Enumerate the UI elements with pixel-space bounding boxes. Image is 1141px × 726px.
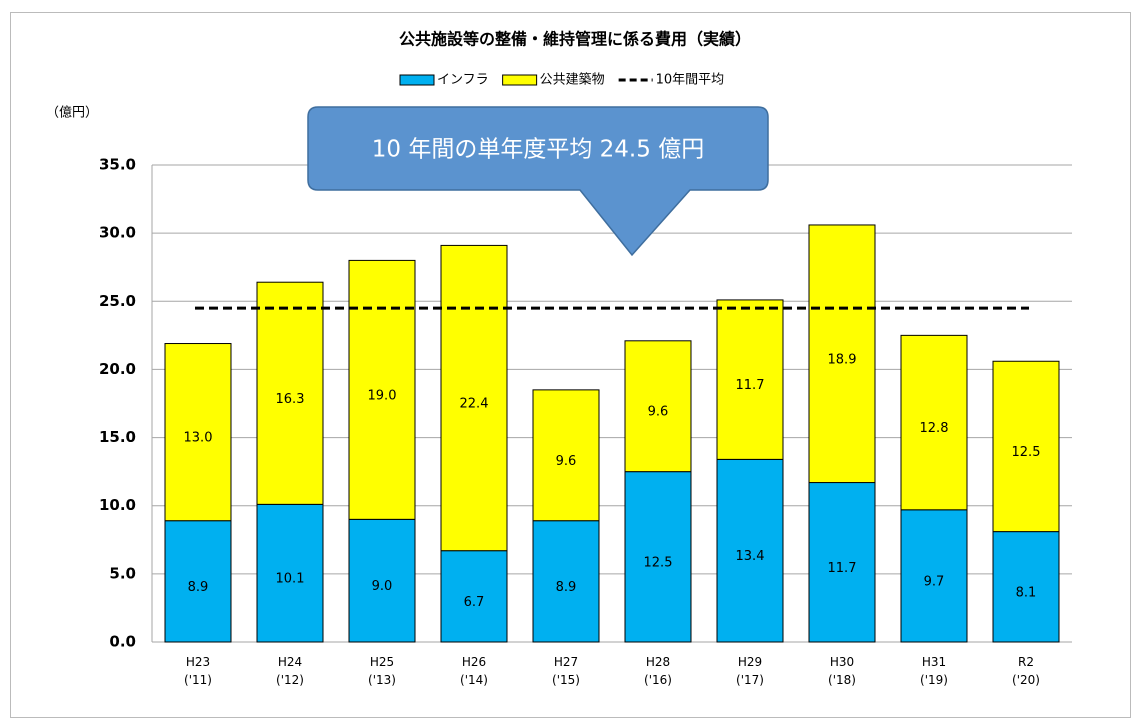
- data-label: 8.1: [1016, 585, 1037, 600]
- legend-label: インフラ: [437, 73, 489, 88]
- y-tick-label: 0.0: [109, 633, 136, 651]
- bar-segment: [440, 244, 508, 552]
- y-axis-label: （億円）: [46, 105, 98, 121]
- data-label: 16.3: [276, 392, 305, 407]
- y-tick-label: 30.0: [99, 224, 136, 242]
- data-label: 19.0: [368, 388, 397, 403]
- x-tick-label: H24 ('12): [276, 655, 304, 687]
- x-tick-label: H23 ('11): [184, 655, 212, 687]
- y-tick-label: 10.0: [99, 496, 136, 514]
- bar-segment: [992, 531, 1060, 643]
- data-label: 9.7: [924, 574, 945, 589]
- y-tick-label: 20.0: [99, 360, 136, 378]
- data-label: 8.9: [188, 580, 209, 595]
- bar-segment: [440, 550, 508, 643]
- bar-segment: [716, 458, 784, 643]
- bar-segment: [164, 520, 232, 643]
- data-label: 12.5: [1012, 445, 1041, 460]
- bar-segment: [900, 334, 968, 511]
- bar-segment: [348, 518, 416, 643]
- y-tick-label: 5.0: [109, 564, 136, 582]
- bar-segment: [624, 471, 692, 643]
- data-label: 11.7: [828, 561, 857, 576]
- y-tick-label: 25.0: [99, 292, 136, 310]
- legend-label: 公共建築物: [540, 73, 605, 88]
- y-tick-label: 15.0: [99, 428, 136, 446]
- bar-segment: [532, 520, 600, 643]
- data-label: 8.9: [556, 580, 577, 595]
- bar-segment: [716, 299, 784, 460]
- data-label: 9.0: [372, 579, 393, 594]
- bar-segment: [624, 340, 692, 473]
- bar-segment: [164, 343, 232, 522]
- x-tick-label: H31 ('19): [920, 655, 948, 687]
- callout-text: 10 年間の単年度平均 24.5 億円: [372, 137, 704, 163]
- x-tick-label: R2 ('20): [1012, 655, 1040, 687]
- data-label: 11.7: [736, 378, 765, 393]
- data-label: 6.7: [464, 595, 485, 610]
- callout: [307, 106, 769, 257]
- data-label: 13.0: [184, 431, 213, 446]
- y-tick-label: 35.0: [99, 156, 136, 174]
- bar-segment: [256, 503, 324, 643]
- x-tick-label: H29 ('17): [736, 655, 764, 687]
- data-label: 12.5: [644, 555, 673, 570]
- bar-segment: [992, 360, 1060, 533]
- x-tick-label: H26 ('14): [460, 655, 488, 687]
- x-tick-label: H25 ('13): [368, 655, 396, 687]
- data-label: 18.9: [828, 352, 857, 367]
- bar-segment: [348, 259, 416, 520]
- x-tick-label: H28 ('16): [644, 655, 672, 687]
- data-label: 13.4: [736, 549, 765, 564]
- bar-segment: [256, 281, 324, 505]
- data-label: 10.1: [276, 572, 305, 587]
- data-label: 22.4: [460, 397, 489, 412]
- data-label: 9.6: [556, 454, 577, 469]
- x-tick-label: H27 ('15): [552, 655, 580, 687]
- data-label: 9.6: [648, 405, 669, 420]
- legend-label: 10年間平均: [656, 73, 725, 88]
- legend-swatch: [502, 74, 538, 86]
- bar-segment: [532, 389, 600, 522]
- chart-title: 公共施設等の整備・維持管理に係る費用（実績）: [399, 30, 751, 49]
- bar-segment: [808, 482, 876, 643]
- legend-swatch: [399, 74, 435, 86]
- bar-segment: [900, 509, 968, 643]
- bar-segment: [808, 224, 876, 484]
- x-tick-label: H30 ('18): [828, 655, 856, 687]
- data-label: 12.8: [920, 421, 949, 436]
